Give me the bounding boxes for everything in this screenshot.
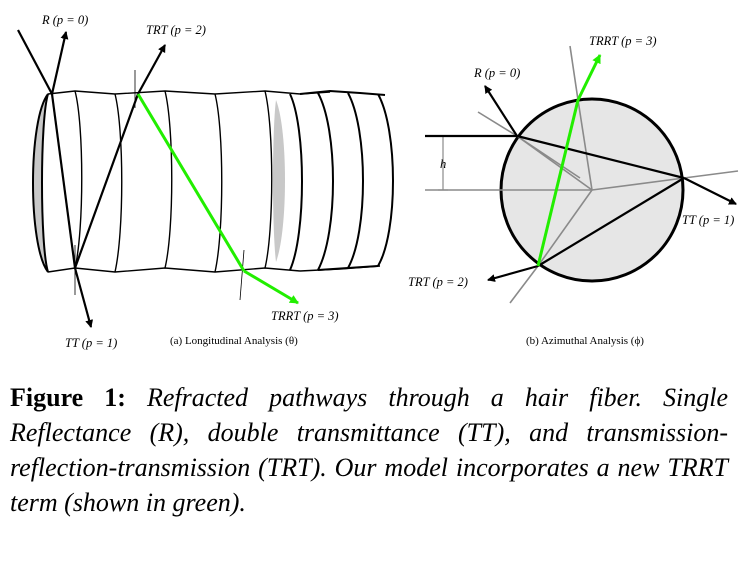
surface-normals: [74, 70, 245, 301]
trrt-path-azimuthal: [536, 54, 602, 267]
label-r-b: R (p = 0): [473, 66, 520, 80]
figure-diagram: R (p = 0) TRT (p = 2) TRRT (p = 3) TT (p…: [17, 13, 739, 350]
cuticle-scales: [47, 90, 381, 273]
trrt-path-longitudinal: [136, 93, 299, 305]
label-trt-b: TRT (p = 2): [408, 275, 468, 289]
caption-label: Figure 1:: [10, 383, 126, 412]
caption-text: Refracted pathways through a hair fiber.…: [10, 383, 728, 517]
rays-longitudinal: [17, 29, 166, 328]
label-trrt-a: TRRT (p = 3): [271, 309, 339, 323]
caption-panel-a: (a) Longitudinal Analysis (θ): [170, 335, 298, 347]
label-trt-a: TRT (p = 2): [146, 23, 206, 37]
near-end-cap: [32, 93, 49, 273]
label-trrt-b: TRRT (p = 3): [589, 34, 657, 48]
label-tt-a: TT (p = 1): [65, 336, 117, 350]
far-end-shade: [273, 100, 285, 262]
rays-azimuthal: [425, 85, 737, 282]
construction-lines: [425, 45, 739, 304]
label-r-a: R (p = 0): [41, 13, 88, 27]
figure-caption: Figure 1: Refracted pathways through a h…: [10, 380, 728, 520]
caption-panel-b: (b) Azimuthal Analysis (ϕ): [526, 335, 644, 347]
fiber-end-rings: [289, 89, 394, 271]
label-tt-b: TT (p = 1): [682, 213, 734, 227]
label-h: h: [440, 157, 446, 171]
panel-a-longitudinal: R (p = 0) TRT (p = 2) TRRT (p = 3) TT (p…: [17, 13, 394, 350]
panel-b-azimuthal: h TRRT (p = 3) R (p = 0) TT (p = 1) TRT …: [408, 34, 739, 347]
